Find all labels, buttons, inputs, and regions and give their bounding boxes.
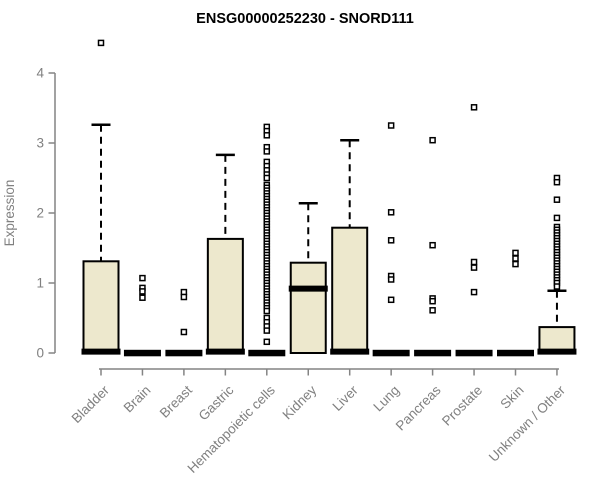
x-tick-label-liver: Liver: [330, 382, 362, 414]
outlier-points: [97, 39, 561, 346]
y-tick-label: 1: [36, 276, 44, 291]
x-tick-label-brain: Brain: [121, 383, 154, 416]
x-tick-label-bladder: Bladder: [69, 382, 113, 426]
iqr-box: [331, 226, 369, 354]
outlier-point-skin: [512, 249, 519, 257]
box-prostate: [455, 349, 493, 357]
iqr-box: [206, 237, 244, 354]
outlier-point-pancreas: [429, 297, 436, 305]
outlier-point-lung: [387, 122, 395, 129]
box-pancreas: [414, 349, 452, 357]
outlier-point-unknown-other: [553, 196, 561, 203]
outlier-point-breast: [180, 328, 188, 336]
y-tick-label: 3: [36, 136, 44, 151]
box-gastric: [205, 153, 245, 355]
box-lung: [372, 349, 410, 357]
collapsed-box: [372, 349, 410, 357]
x-tick-label-prostate: Prostate: [439, 383, 485, 429]
outlier-point-lung: [387, 237, 395, 244]
outlier-point-unknown-other: [553, 214, 561, 222]
outlier-point-lung: [387, 296, 395, 304]
chart-title: ENSG00000252230 - SNORD111: [196, 11, 414, 27]
outlier-point-hematopoietic-cells: [263, 132, 271, 139]
outlier-point-hematopoietic-cells: [263, 307, 271, 315]
box-breast: [165, 349, 203, 357]
x-tick-label-unknown-other: Unknown / Other: [486, 382, 569, 465]
y-tick-label: 2: [36, 206, 44, 221]
box-hematopoietic-cells: [248, 349, 286, 357]
outlier-point-hematopoietic-cells: [263, 148, 271, 155]
outlier-point-lung: [387, 209, 395, 216]
collapsed-box: [497, 349, 534, 357]
outlier-point-skin: [512, 255, 519, 262]
x-tick-label-breast: Breast: [157, 382, 195, 420]
y-axis-title: Expression: [2, 180, 17, 247]
collapsed-box: [414, 349, 452, 357]
outlier-point-prostate: [470, 288, 478, 296]
y-tick-label: 4: [36, 66, 44, 81]
outlier-point-hematopoietic-cells: [263, 174, 271, 182]
box-skin: [497, 349, 534, 357]
outlier-point-prostate: [470, 258, 478, 266]
x-tick-label-gastric: Gastric: [196, 382, 237, 423]
x-tick-label-lung: Lung: [370, 383, 402, 415]
box-brain: [123, 349, 161, 357]
outlier-point-brain: [139, 294, 146, 301]
outlier-point-hematopoietic-cells: [263, 338, 271, 346]
iqr-box: [289, 261, 327, 355]
outlier-point-unknown-other: [553, 178, 561, 186]
outlier-point-skin: [512, 260, 519, 268]
outlier-point-brain: [139, 288, 146, 295]
outlier-point-pancreas: [429, 241, 436, 249]
outlier-point-lung: [387, 276, 395, 283]
outlier-point-pancreas: [429, 136, 436, 144]
x-tick-label-pancreas: Pancreas: [393, 382, 444, 433]
iqr-box: [82, 260, 120, 354]
outlier-point-prostate: [470, 264, 478, 271]
x-tick-label-kidney: Kidney: [280, 382, 320, 422]
box-liver: [330, 138, 370, 355]
collapsed-box: [455, 349, 493, 357]
boxplot-series: [81, 123, 577, 357]
outlier-point-unknown-other: [553, 283, 561, 290]
collapsed-box: [165, 349, 203, 357]
outlier-point-brain: [139, 274, 146, 282]
outlier-point-hematopoietic-cells: [263, 327, 271, 334]
outlier-point-bladder: [97, 39, 105, 47]
box-bladder: [81, 123, 121, 355]
x-tick-label-skin: Skin: [497, 383, 526, 412]
box-kidney: [288, 201, 328, 355]
collapsed-box: [123, 349, 161, 357]
outlier-point-prostate: [470, 104, 478, 111]
y-tick-label: 0: [36, 346, 44, 361]
outlier-point-pancreas: [429, 307, 436, 314]
box-unknown-other: [537, 289, 577, 355]
outlier-point-breast: [180, 293, 188, 301]
collapsed-box: [248, 349, 286, 357]
